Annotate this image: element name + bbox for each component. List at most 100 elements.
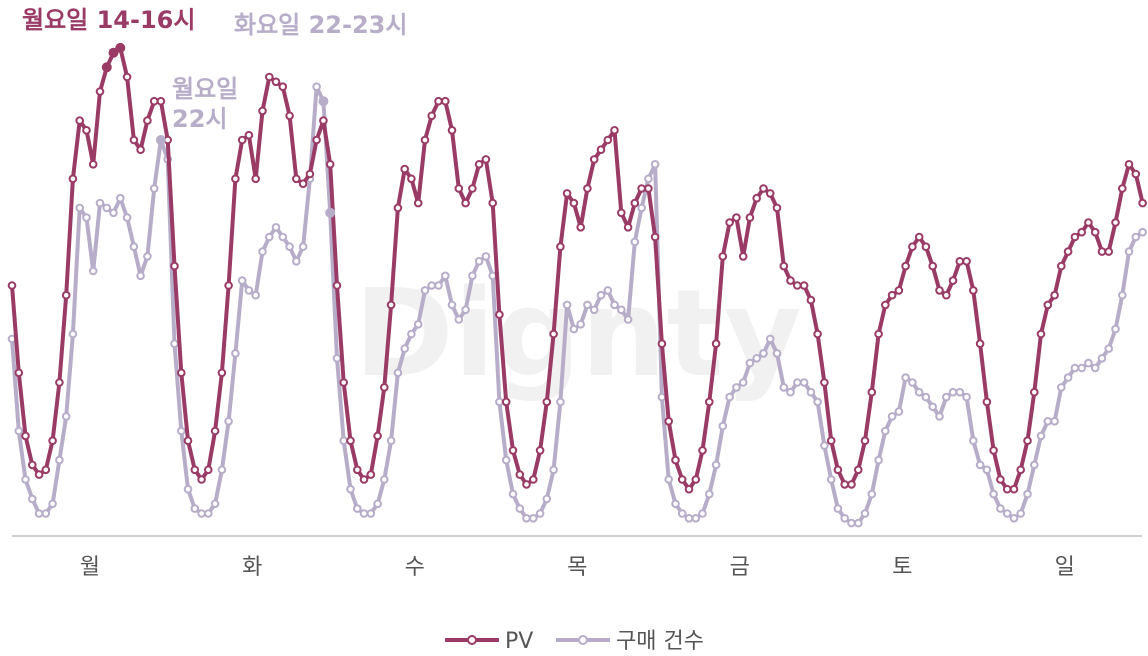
data-point (982, 465, 992, 475)
data-point (68, 174, 78, 184)
data-point (515, 470, 525, 479)
data-point (1030, 460, 1039, 470)
data-point (224, 281, 233, 290)
data-point (1057, 261, 1066, 271)
data-point (122, 72, 132, 82)
x-tick-label: 토 (892, 555, 912, 580)
data-point (41, 509, 51, 518)
data-point (1050, 417, 1059, 426)
data-point (535, 446, 545, 455)
data-point (752, 193, 762, 203)
data-point (928, 261, 938, 271)
data-point (48, 499, 57, 509)
data-point (190, 504, 200, 513)
data-point (474, 257, 484, 266)
data-point (251, 290, 260, 300)
data-point (921, 242, 931, 251)
data-point (1043, 300, 1053, 310)
data-point (820, 378, 829, 387)
data-point (657, 392, 667, 402)
data-point (617, 305, 626, 315)
data-point (312, 82, 321, 91)
data-point (1097, 247, 1107, 256)
data-point (529, 475, 538, 484)
data-point (271, 77, 281, 87)
data-point (698, 446, 707, 455)
data-point (637, 203, 646, 213)
data-point (156, 96, 166, 106)
data-point (1077, 227, 1086, 237)
data-point (630, 198, 640, 208)
data-point (1131, 232, 1141, 242)
data-point (55, 455, 64, 465)
data-point (495, 397, 504, 407)
data-point (359, 509, 369, 518)
data-point (34, 470, 44, 479)
data-point (48, 436, 57, 446)
data-point (1023, 436, 1032, 446)
data-point (353, 465, 362, 475)
data-point (380, 383, 389, 392)
data-point (705, 489, 714, 499)
data-point (657, 339, 667, 349)
ann-buy-mon: 월요일 22시 (155, 75, 238, 145)
data-point (413, 320, 423, 329)
data-point (441, 96, 450, 106)
data-point (346, 484, 355, 494)
data-point (244, 286, 254, 295)
data-point (285, 111, 294, 121)
data-point (346, 436, 355, 446)
data-point (562, 189, 572, 198)
data-point (353, 504, 362, 513)
legend-swatch-marker (467, 635, 477, 645)
data-point (589, 155, 599, 164)
data-point (826, 436, 836, 446)
data-point (596, 145, 606, 154)
data-point (447, 126, 457, 135)
data-point (1118, 290, 1127, 300)
data-point (799, 281, 809, 290)
data-point (854, 518, 863, 528)
data-point (711, 460, 721, 470)
data-point (752, 354, 762, 363)
ann-pv-peak: 월요일 14-16시 (22, 6, 195, 73)
data-point (745, 358, 755, 368)
data-point (237, 276, 247, 285)
data-point (779, 383, 789, 392)
data-point (813, 329, 822, 339)
data-point (711, 339, 721, 349)
data-point (955, 257, 965, 266)
data-point (285, 242, 294, 251)
data-point (617, 208, 626, 218)
data-point (664, 417, 674, 426)
x-tick-label: 화 (242, 555, 262, 580)
data-point (28, 460, 37, 470)
data-point (779, 261, 789, 271)
data-point (1070, 232, 1080, 242)
data-point (366, 470, 376, 479)
data-point (95, 198, 105, 208)
data-point (901, 261, 910, 271)
data-point (1097, 354, 1107, 363)
data-point (975, 339, 985, 349)
data-point (1124, 160, 1134, 169)
data-point (122, 213, 132, 222)
data-point (265, 232, 274, 242)
data-point (373, 499, 382, 509)
data-point (251, 174, 260, 184)
ann-buy-tue: 화요일 22-23시 (234, 11, 407, 218)
data-point (989, 489, 998, 499)
data-point (772, 203, 782, 213)
data-point (942, 290, 951, 300)
series-purchases (7, 82, 1147, 528)
data-point (962, 392, 971, 402)
legend-swatch-marker (578, 635, 588, 645)
data-point (942, 392, 951, 402)
data-point (143, 116, 152, 125)
data-point (786, 276, 795, 285)
data-point (806, 387, 816, 397)
legend-item: PV (445, 629, 533, 654)
